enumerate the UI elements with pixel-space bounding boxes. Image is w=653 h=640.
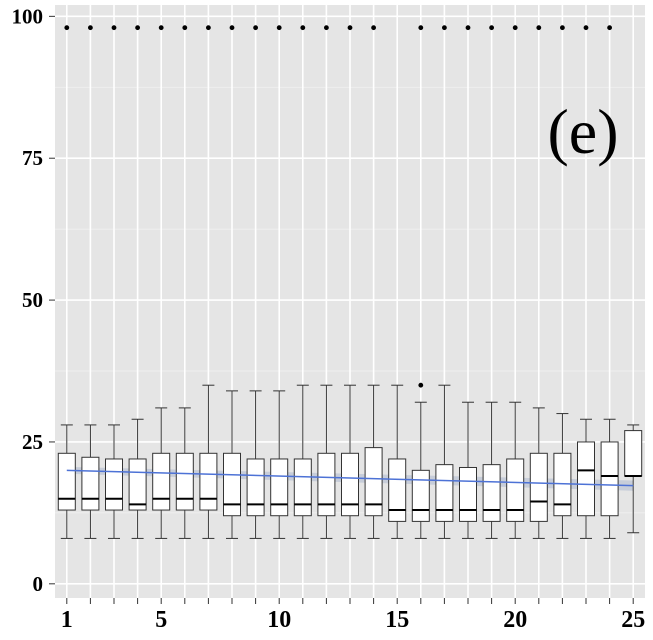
outlier-point (347, 25, 353, 31)
box-24 (600, 25, 619, 539)
box-8 (223, 25, 241, 539)
box-19 (482, 25, 501, 539)
box-iqr (128, 458, 147, 511)
box-iqr (411, 469, 430, 522)
box-11 (293, 25, 312, 539)
outlier-point (135, 25, 141, 31)
box-iqr (317, 452, 336, 517)
box-10 (270, 25, 289, 539)
panel-label: (e) (547, 96, 618, 167)
box-iqr (482, 464, 501, 522)
box-20 (506, 25, 525, 539)
outlier-point (88, 25, 93, 31)
outlier-point (442, 25, 447, 31)
box-iqr (293, 458, 312, 517)
box-iqr (388, 458, 407, 522)
outlier-point (182, 25, 188, 31)
outlier-point (512, 25, 518, 31)
box-14 (364, 25, 383, 539)
box-9 (246, 25, 265, 539)
box-5 (152, 25, 171, 539)
outlier-point (536, 25, 542, 31)
box-iqr (459, 466, 477, 522)
outlier-point (111, 25, 117, 31)
box-iqr (577, 441, 595, 517)
box-iqr (246, 458, 265, 517)
box-iqr (175, 452, 194, 511)
outlier-point (418, 25, 424, 31)
outlier-point (465, 25, 471, 31)
box-iqr (105, 458, 123, 511)
box-iqr (341, 452, 359, 517)
box-iqr (57, 452, 76, 511)
y-tick-label: 25 (22, 430, 43, 454)
box-iqr (152, 452, 171, 511)
box-21 (529, 25, 548, 539)
outlier-point (324, 25, 329, 31)
outlier-point (560, 25, 565, 31)
outlier-point (300, 25, 306, 31)
outlier-point (371, 25, 376, 31)
box-17 (435, 25, 454, 539)
box-16 (411, 25, 430, 539)
x-tick-label: 25 (621, 607, 645, 633)
outlier-point (206, 25, 211, 31)
box-15 (388, 384, 407, 539)
box-1 (57, 25, 76, 539)
box-6 (175, 25, 194, 539)
box-iqr (223, 452, 241, 517)
box-iqr (529, 452, 548, 522)
outlier-point (418, 382, 424, 388)
box-iqr (81, 456, 100, 511)
outlier-point (64, 25, 70, 31)
box-iqr (270, 458, 289, 517)
box-25 (624, 424, 643, 534)
box-13 (341, 25, 359, 539)
outlier-point (489, 25, 494, 31)
outlier-point (229, 25, 235, 31)
box-iqr (600, 441, 619, 517)
box-23 (577, 25, 595, 539)
outlier-point (253, 25, 258, 31)
box-7 (199, 25, 218, 539)
y-tick-label: 75 (22, 146, 43, 170)
box-iqr (435, 464, 454, 522)
outlier-point (276, 25, 282, 31)
outlier-point (607, 25, 612, 31)
x-tick-label: 10 (267, 607, 291, 633)
outlier-point (158, 25, 164, 31)
box-12 (317, 25, 336, 539)
trend-line-group (66, 469, 634, 487)
x-tick-label: 1 (61, 607, 73, 633)
box-iqr (506, 458, 525, 522)
trend-line (66, 469, 634, 487)
box-22 (553, 25, 572, 539)
y-tick-label: 100 (12, 4, 44, 28)
box-iqr (199, 452, 218, 511)
box-iqr (624, 430, 643, 477)
y-tick-label: 50 (22, 288, 43, 312)
x-tick-label: 5 (155, 607, 167, 633)
box-iqr (364, 447, 383, 517)
x-tick-label: 15 (385, 607, 409, 633)
x-tick-label: 20 (503, 607, 527, 633)
y-tick-label: 0 (33, 572, 44, 596)
outlier-point (583, 25, 589, 31)
